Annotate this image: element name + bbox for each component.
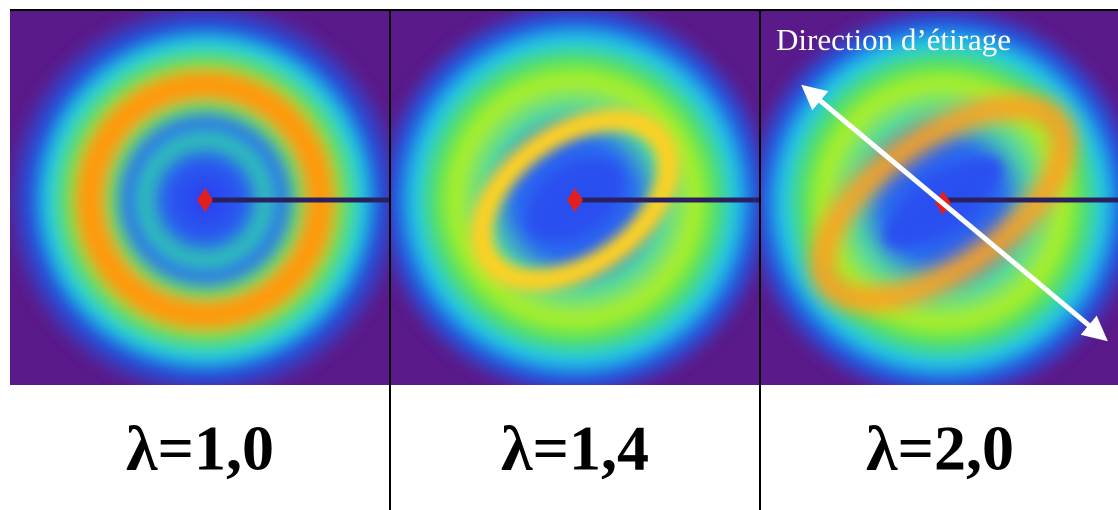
- annotation: Direction d’étirage: [776, 22, 1011, 57]
- panel-label: λ=1,4: [501, 413, 649, 484]
- panel-label: λ=1,0: [126, 413, 274, 484]
- pattern-1: [10, 10, 390, 385]
- stretch-arrow: [801, 84, 1108, 342]
- pattern-2: [390, 10, 760, 385]
- panel-label: λ=2,0: [866, 413, 1014, 484]
